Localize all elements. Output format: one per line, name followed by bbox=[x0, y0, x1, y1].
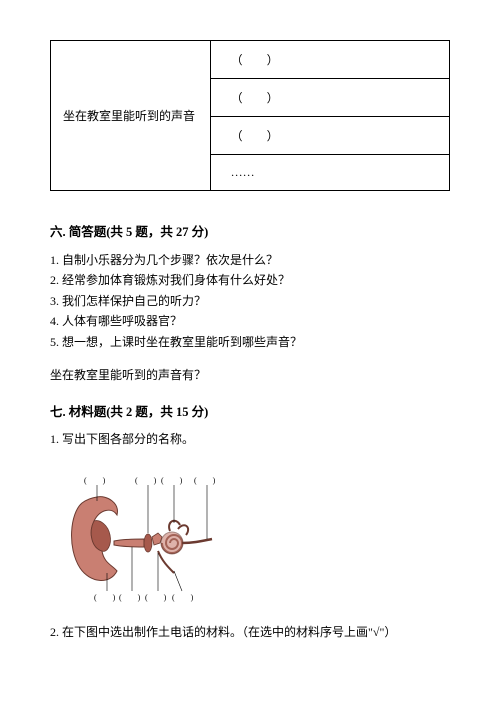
cochlea-bg bbox=[161, 532, 183, 554]
question-item: 5. 想一想，上课时坐在教室里能听到哪些声音？ bbox=[50, 332, 450, 352]
table-row: （ ） bbox=[210, 117, 449, 155]
semicircular-canal bbox=[178, 525, 188, 535]
blank-label: ( ) bbox=[119, 593, 141, 602]
table-row: （ ） bbox=[210, 79, 449, 117]
blank-label: ( ) bbox=[172, 593, 194, 602]
blank-label: ( ) bbox=[84, 476, 106, 485]
section-6-questions: 1. 自制小乐器分为几个步骤？依次是什么？ 2. 经常参加体育锻炼对我们身体有什… bbox=[50, 250, 450, 352]
ear-svg: ( ) ( ) ( ) ( ) ( ) ( ) ( ) ( ) bbox=[62, 473, 252, 603]
ossicles bbox=[152, 533, 162, 545]
blank-label: ( ) bbox=[135, 476, 157, 485]
blank-cell: （ ） bbox=[231, 53, 279, 67]
eardrum bbox=[144, 534, 152, 552]
blank-label: ( ) bbox=[194, 476, 216, 485]
blank-cell: （ ） bbox=[231, 91, 279, 105]
section-6-subline: 坐在教室里能听到的声音有？ bbox=[50, 366, 450, 383]
section-7-q1: 1. 写出下图各部分的名称。 bbox=[50, 430, 450, 447]
question-item: 3. 我们怎样保护自己的听力？ bbox=[50, 291, 450, 311]
ear-canal bbox=[114, 539, 144, 547]
question-item: 2. 经常参加体育锻炼对我们身体有什么好处？ bbox=[50, 270, 450, 290]
table-left-label: 坐在教室里能听到的声音 bbox=[63, 109, 195, 123]
sounds-table: 坐在教室里能听到的声音 （ ） （ ） （ ） …… bbox=[50, 40, 450, 191]
section-7-q2: 2. 在下图中选出制作土电话的材料。（在选中的材料序号上画"√"） bbox=[50, 623, 450, 640]
table-row: …… bbox=[210, 155, 449, 191]
leader-line bbox=[174, 571, 182, 591]
section-7-title: 七. 材料题(共 2 题，共 15 分) bbox=[50, 401, 450, 420]
blank-label: ( ) bbox=[94, 593, 116, 602]
table-row: （ ） bbox=[210, 41, 449, 79]
table-left-cell: 坐在教室里能听到的声音 bbox=[51, 41, 211, 191]
blank-cell: （ ） bbox=[231, 129, 279, 143]
semicircular-canal bbox=[169, 521, 180, 531]
blank-label: ( ) bbox=[145, 593, 167, 602]
question-item: 4. 人体有哪些呼吸器官？ bbox=[50, 311, 450, 331]
question-item: 1. 自制小乐器分为几个步骤？依次是什么？ bbox=[50, 250, 450, 270]
blank-label: ( ) bbox=[161, 476, 183, 485]
auditory-nerve bbox=[182, 539, 212, 543]
ellipsis-cell: …… bbox=[231, 165, 255, 179]
ear-diagram: ( ) ( ) ( ) ( ) ( ) ( ) ( ) ( ) bbox=[62, 473, 450, 603]
section-6-title: 六. 简答题(共 5 题，共 27 分) bbox=[50, 221, 450, 240]
